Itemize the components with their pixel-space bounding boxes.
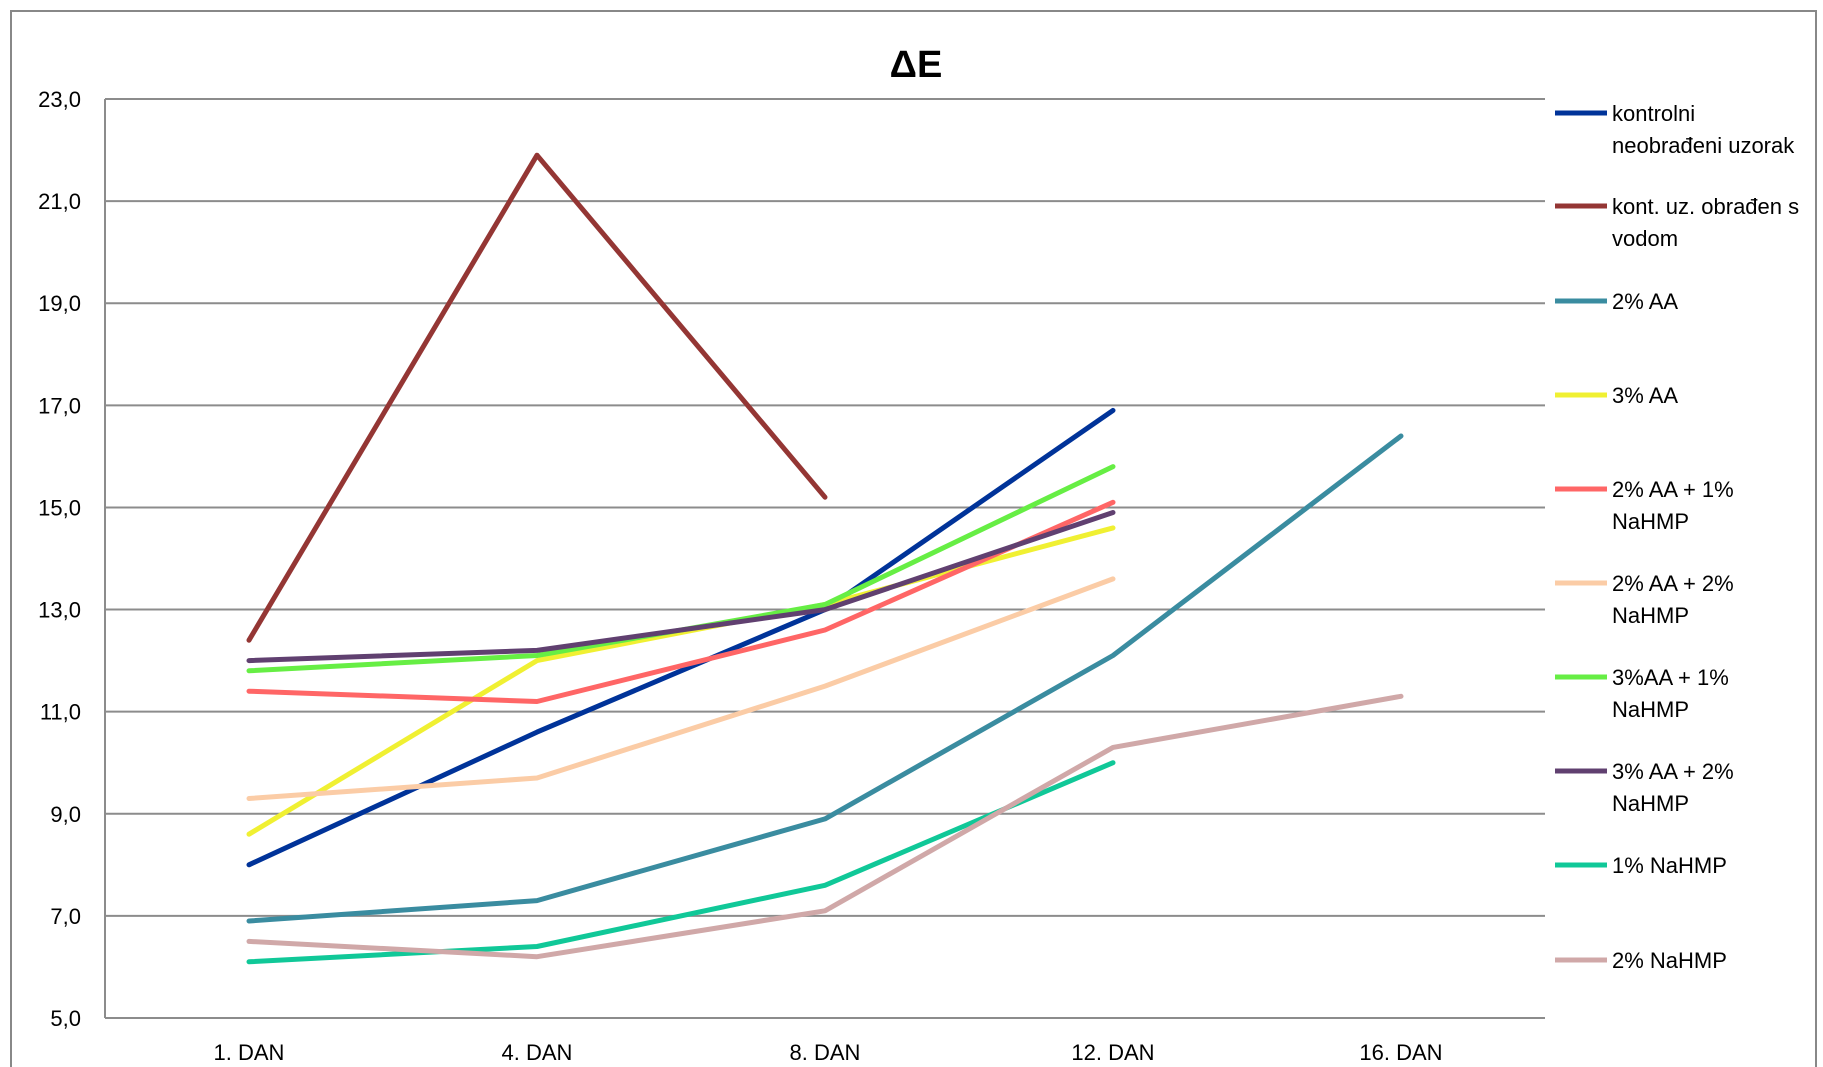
legend-label: NaHMP — [1612, 509, 1689, 534]
x-axis-tick-labels: 1. DAN 4. DAN 8. DAN 12. DAN 16. DAN — [214, 1040, 1443, 1065]
legend-label: 3%AA + 1% — [1612, 665, 1729, 690]
series-line-8 — [246, 510, 1116, 664]
y-tick-label: 9,0 — [50, 802, 81, 827]
x-tick-label: 8. DAN — [790, 1040, 861, 1065]
legend-label: kontrolni — [1612, 101, 1695, 126]
legend-label: NaHMP — [1612, 603, 1689, 628]
y-tick-label: 21,0 — [38, 189, 81, 214]
y-axis-tick-labels: 5,0 7,0 9,0 11,0 13,0 15,0 17,0 19,0 21,0 23,0 — [38, 87, 81, 1031]
series-line-2 — [246, 152, 828, 643]
legend-label: 3% AA + 2% — [1612, 759, 1734, 784]
y-tick-label: 13,0 — [38, 598, 81, 623]
legend-label: vodom — [1612, 226, 1678, 251]
legend-label: 2% NaHMP — [1612, 948, 1727, 973]
y-tick-label: 11,0 — [40, 700, 81, 725]
x-tick-label: 1. DAN — [214, 1040, 285, 1065]
series-line-10 — [246, 693, 1404, 960]
series-lines — [246, 152, 1404, 965]
legend-label: kont. uz. obrađen s — [1612, 194, 1799, 219]
legend-label: 2% AA + 2% — [1612, 571, 1734, 596]
series-line-1 — [246, 407, 1116, 868]
legend-label: 2% AA + 1% — [1612, 477, 1734, 502]
legend-label: 1% NaHMP — [1612, 853, 1727, 878]
y-tick-label: 17,0 — [38, 393, 81, 418]
series-line-5 — [246, 499, 1116, 704]
chart-area-border — [10, 10, 1817, 1067]
legend-label: NaHMP — [1612, 697, 1689, 722]
x-tick-label: 4. DAN — [502, 1040, 573, 1065]
y-tick-label: 23,0 — [38, 87, 81, 112]
y-tick-label: 15,0 — [38, 495, 81, 520]
y-tick-label: 7,0 — [50, 904, 81, 929]
series-line-9 — [246, 760, 1116, 965]
legend-label: 2% AA — [1612, 289, 1678, 314]
legend-label: neobrađeni uzorak — [1612, 133, 1795, 158]
y-tick-label: 5,0 — [50, 1006, 81, 1031]
series-line-3 — [246, 433, 1404, 924]
legend-label: NaHMP — [1612, 791, 1689, 816]
x-tick-label: 16. DAN — [1359, 1040, 1442, 1065]
chart-title: ΔE — [890, 44, 943, 86]
legend-label: 3% AA — [1612, 383, 1678, 408]
legend: kontrolni neobrađeni uzorak kont. uz. obra… — [1555, 101, 1799, 973]
x-tick-label: 12. DAN — [1071, 1040, 1154, 1065]
series-line-6 — [246, 576, 1116, 801]
y-tick-label: 19,0 — [38, 291, 81, 316]
